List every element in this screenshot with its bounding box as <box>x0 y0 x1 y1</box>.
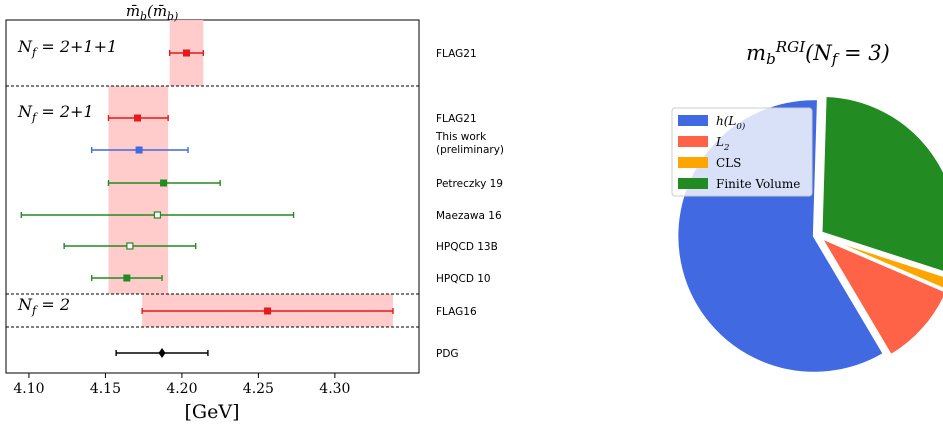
point-3 <box>107 179 221 187</box>
forest-plot: Nf​ = 2+1+1Nf​ = 2+1Nf​ = 2 FLAG21FLAG21… <box>5 2 504 423</box>
point-label-8: PDG <box>436 348 459 360</box>
x-axis-label: [GeV] <box>185 401 240 423</box>
marker <box>135 146 143 154</box>
point-label-3: Petreczky 19 <box>436 178 503 190</box>
marker <box>126 242 134 250</box>
point-sublabel-2: (preliminary) <box>436 144 504 156</box>
marker <box>264 307 272 315</box>
marker <box>134 114 142 122</box>
data-points <box>20 49 394 358</box>
pie-chart: mb​RGI​(Nf​ = 3) h(L0)​ L2​ CLS Finite Volu… <box>671 38 943 375</box>
point-label-5: HPQCD 13B <box>436 241 498 253</box>
pie-legend: h(L0)​ L2​ CLS Finite Volume <box>671 107 813 197</box>
forest-title: m̄b​(m̄b)​ <box>126 2 178 23</box>
legend-label-0: h(L0)​ <box>716 114 745 132</box>
point-5 <box>63 242 197 250</box>
legend-label-1: L2​ <box>715 135 729 153</box>
x-tick-label: 4.15 <box>90 381 121 397</box>
legend-label-2: CLS <box>716 156 741 170</box>
marker <box>158 348 166 358</box>
legend-swatch-0 <box>678 115 708 126</box>
marker <box>182 49 190 57</box>
legend-swatch-2 <box>678 157 708 168</box>
x-tick-label: 4.20 <box>166 381 197 397</box>
marker <box>160 179 168 187</box>
marker <box>123 274 131 282</box>
point-label-4: Maezawa 16 <box>436 210 502 222</box>
point-4 <box>20 211 295 219</box>
plot-area-frame <box>5 19 420 374</box>
group-separators <box>6 85 419 328</box>
point-8 <box>115 348 209 358</box>
pie-slice-2 <box>819 234 943 291</box>
group-labels: Nf​ = 2+1+1 Nf​ = 2+1 Nf​ = 2 <box>17 37 117 317</box>
x-tick-label: 4.25 <box>243 381 274 397</box>
uncertainty-bands <box>108 20 393 327</box>
x-tick-label: 4.30 <box>319 381 350 397</box>
pie-title: mb​RGI​(Nf​ = 3) <box>746 38 890 68</box>
point-label-7: FLAG16 <box>436 306 477 318</box>
point-2 <box>90 146 189 154</box>
point-label-0: FLAG21 <box>436 48 477 60</box>
point-0 <box>168 49 205 57</box>
legend-box <box>671 107 813 197</box>
marker <box>153 211 162 219</box>
point-label-2: This work <box>435 131 487 143</box>
point-6 <box>90 274 163 282</box>
point-label-1: FLAG21 <box>436 113 477 125</box>
point-label-6: HPQCD 10 <box>436 273 491 285</box>
x-axis-ticks: 4.10 4.15 4.20 4.25 4.30 <box>13 373 350 397</box>
point-7 <box>141 307 394 315</box>
group-label-0: Nf​ = 2+1+1 <box>17 37 117 59</box>
group-label-1: Nf​ = 2+1 <box>17 102 94 124</box>
group-label-2: Nf​ = 2 <box>17 295 70 317</box>
point-1 <box>107 114 169 122</box>
x-tick-label: 4.10 <box>13 381 44 397</box>
pie-slice-3 <box>819 94 943 274</box>
pie-slice-1 <box>817 234 943 358</box>
point-labels: FLAG21 FLAG21 This work(preliminary) Petrec… <box>435 48 504 360</box>
legend-label-3: Finite Volume <box>716 177 800 191</box>
legend-swatch-3 <box>678 178 708 189</box>
legend-swatch-1 <box>678 136 708 147</box>
